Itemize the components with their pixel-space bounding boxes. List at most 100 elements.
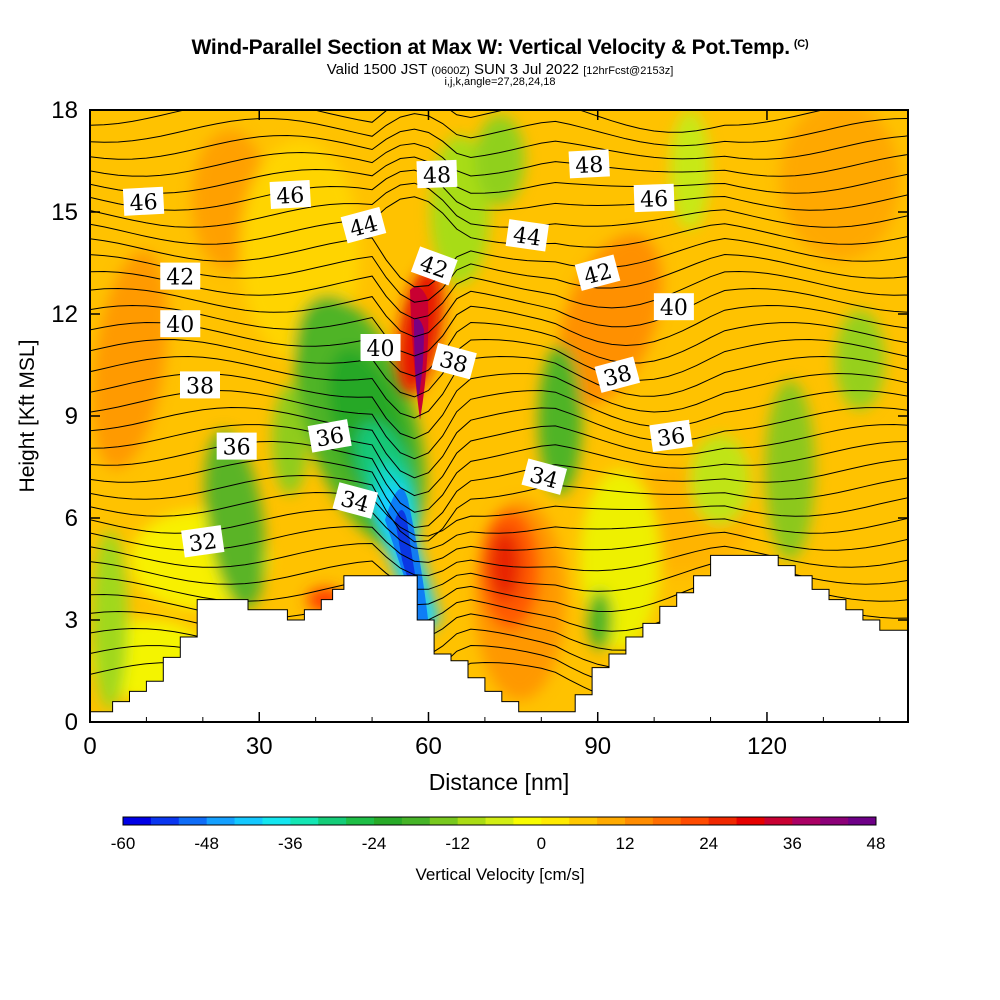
y-tick-label: 18 — [51, 97, 78, 124]
isentrope-line — [90, 128, 908, 160]
isentrope-line — [90, 423, 908, 497]
isentrope-label-text: 36 — [314, 423, 346, 452]
colorbar-swatch — [513, 817, 542, 825]
colorbar-swatch — [429, 817, 459, 825]
chart-indices: i,j,k,angle=27,28,24,18 — [444, 76, 556, 88]
isentrope-label-text: 38 — [186, 374, 214, 399]
colorbar-swatch — [318, 817, 347, 825]
colorbar-tick-label: 24 — [699, 834, 718, 853]
isentrope-label: 40 — [160, 310, 201, 338]
x-tick-label: 30 — [246, 733, 273, 760]
chart-subtitle: Valid 1500 JST (0600Z) SUN 3 Jul 2022 [1… — [326, 61, 674, 78]
colorbar-swatch — [764, 817, 793, 825]
colorbar-swatch — [736, 817, 765, 825]
x-tick-label: 90 — [584, 733, 611, 760]
isentrope-line — [90, 253, 908, 303]
isentrope-line — [90, 196, 908, 248]
colorbar-tick-label: -36 — [278, 834, 303, 853]
colorbar-swatch — [569, 817, 598, 825]
chart-title: Wind-Parallel Section at Max W: Vertical… — [191, 36, 809, 59]
x-tick-label: 0 — [83, 733, 96, 760]
isentrope-line — [90, 474, 908, 543]
isentrope-label: 46 — [633, 183, 675, 213]
y-tick-label: 3 — [65, 607, 78, 634]
isentrope-label-text: 36 — [656, 424, 687, 453]
isentrope-label: 42 — [574, 254, 621, 291]
x-axis-label: Distance [nm] — [429, 769, 570, 795]
colorbar-swatch — [178, 817, 208, 825]
isentrope-label: 40 — [653, 293, 694, 321]
isentrope-line — [90, 372, 908, 440]
isentrope-line — [90, 406, 908, 479]
colorbar-swatch — [401, 817, 431, 825]
colorbar-swatch — [234, 817, 263, 825]
colorbar-swatch — [680, 817, 710, 825]
isentrope-label-text: 32 — [187, 529, 218, 558]
colorbar-swatch — [346, 817, 375, 825]
isentrope-line — [90, 113, 908, 147]
x-tick-label: 60 — [415, 733, 442, 760]
isentrope-line — [90, 270, 908, 320]
isentrope-line — [90, 304, 908, 357]
isentrope-label: 34 — [521, 458, 568, 495]
isentrope-line — [90, 509, 908, 550]
terrain-mask — [89, 554, 909, 723]
isentrope-label: 36 — [216, 432, 257, 461]
copyright-mark: (C) — [793, 38, 809, 50]
isentrope-label: 46 — [122, 186, 165, 217]
colorbar-swatch — [457, 817, 487, 825]
colorbar-swatch — [625, 817, 654, 825]
colorbar-swatch — [206, 817, 236, 825]
isentrope-label-text: 46 — [129, 190, 158, 216]
isentrope-label-text: 40 — [367, 337, 395, 362]
isentrope-line — [90, 389, 908, 460]
isentrope-label-text: 48 — [423, 163, 452, 189]
y-tick-label: 12 — [51, 301, 78, 328]
isentrope-line — [90, 355, 908, 419]
isentrope-label-text: 46 — [276, 183, 305, 209]
y-tick-label: 6 — [65, 505, 78, 532]
colorbar-swatch — [708, 817, 738, 825]
colorbar-swatch — [290, 817, 319, 825]
isentrope-label-text: 36 — [223, 436, 251, 461]
colorbar-swatch — [150, 817, 180, 825]
colorbar-swatch — [652, 817, 682, 825]
isentrope-label: 32 — [181, 525, 225, 558]
isentrope-label: 36 — [307, 419, 352, 453]
colorbar-label: Vertical Velocity [cm/s] — [415, 865, 584, 884]
isentrope-label: 48 — [416, 159, 458, 189]
colorbar-tick-label: 0 — [537, 834, 546, 853]
isentrope-line — [90, 457, 908, 529]
y-tick-label: 9 — [65, 403, 78, 430]
colorbar-swatch — [848, 817, 877, 825]
isentrope-label: 46 — [269, 179, 311, 210]
isentrope-label: 42 — [410, 246, 458, 286]
colorbar-swatch — [541, 817, 570, 825]
colorbar-swatch — [123, 817, 152, 825]
isentrope-line — [90, 182, 908, 228]
colorbar-tick-label: 12 — [616, 834, 635, 853]
y-axis-label: Height [Kft MSL] — [16, 340, 39, 493]
isentrope-line — [90, 338, 908, 398]
isentrope-label-text: 44 — [511, 223, 542, 252]
isentrope-line — [90, 525, 908, 563]
x-tick-label: 120 — [747, 733, 787, 760]
isentrope-label: 36 — [649, 419, 693, 453]
y-tick-label: 0 — [65, 709, 78, 736]
isentrope-label: 44 — [505, 219, 549, 252]
colorbar-swatch — [485, 817, 514, 825]
isentrope-line — [90, 142, 908, 177]
colorbar-swatch — [792, 817, 821, 825]
colorbar-tick-label: -12 — [445, 834, 470, 853]
colorbar-tick-label: 48 — [867, 834, 886, 853]
isentrope-label-text: 40 — [166, 313, 194, 338]
isentrope-label: 40 — [360, 334, 401, 362]
isentrope-line — [90, 287, 908, 338]
isentrope-label-text: 42 — [166, 266, 194, 291]
colorbar-frame — [122, 816, 877, 826]
colorbar-tick-label: -48 — [194, 834, 219, 853]
y-tick-label: 15 — [51, 199, 78, 226]
isentrope-label-text: 40 — [660, 296, 688, 321]
isentrope-line — [90, 156, 908, 194]
